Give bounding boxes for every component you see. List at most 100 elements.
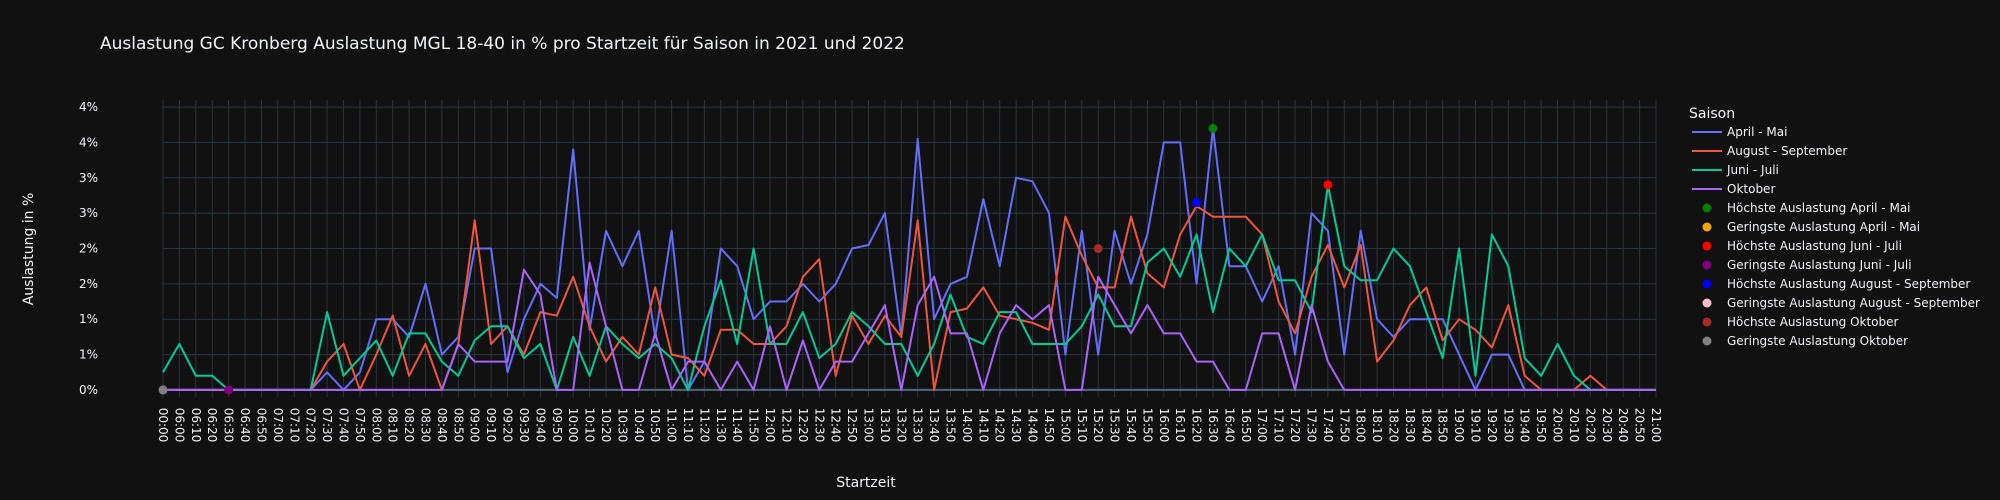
y-tick-label: 4% [79,135,98,149]
legend-item-label: Höchste Auslastung August - September [1727,277,1970,291]
x-tick-label: 10:00 [566,408,580,443]
x-tick-label: 19:30 [1501,408,1515,443]
x-tick-label: 18:30 [1403,408,1417,443]
legend-item-label: Höchste Auslastung April - Mai [1727,201,1911,215]
legend-item-label: Juni - Juli [1726,163,1779,177]
x-tick-label: 15:40 [1124,408,1138,443]
x-tick-label: 06:20 [205,408,219,443]
x-tick-label: 11:10 [681,408,695,443]
x-tick-label: 14:40 [1026,408,1040,443]
series-line-1 [163,205,1656,391]
x-tick-label: 10:10 [583,408,597,443]
x-tick-label: 14:10 [976,408,990,443]
x-tick-label: 17:30 [1304,408,1318,443]
legend-item-label: August - September [1727,144,1847,158]
x-tick-label: 13:30 [911,408,925,443]
x-tick-label: 08:50 [451,408,465,443]
x-tick-label: 07:50 [353,408,367,443]
x-tick-label: 13:50 [944,408,958,443]
x-tick-label: 16:10 [1173,408,1187,443]
legend-item-label: Geringste Auslastung Oktober [1727,334,1908,348]
x-tick-label: 12:00 [763,408,777,443]
x-tick-label: 16:40 [1222,408,1236,443]
x-tick-label: 18:20 [1386,408,1400,443]
x-tick-label: 20:50 [1633,408,1647,443]
marker-point-2 [1323,180,1333,190]
y-tick-label: 0% [79,383,98,397]
x-tick-label: 14:00 [960,408,974,443]
y-axis-title: Auslastung in % [21,193,37,306]
y-tick-label: 3% [79,171,98,185]
legend[interactable]: Saison April - Mai August - September Juni… [1689,106,1980,348]
x-tick-label: 19:20 [1485,408,1499,443]
x-tick-label: 07:00 [271,408,285,443]
x-tick-label: 19:10 [1469,408,1483,443]
x-axis-title: Startzeit [836,475,896,491]
x-tick-label: 12:40 [829,408,843,443]
legend-swatch-marker [1702,203,1712,213]
legend-item-label: Geringste Auslastung Juni - Juli [1727,258,1912,272]
legend-item-label: April - Mai [1727,125,1787,139]
y-tick-label: 1% [79,348,98,362]
x-tick-label: 11:30 [714,408,728,443]
legend-swatch-marker [1702,241,1712,251]
x-tick-label: 18:00 [1354,408,1368,443]
x-tick-label: 09:30 [517,408,531,443]
grid [162,100,1657,397]
x-tick-label: 17:10 [1272,408,1286,443]
x-tick-label: 00:00 [156,408,170,443]
x-tick-label: 09:40 [533,408,547,443]
x-tick-label: 12:30 [812,408,826,443]
x-tick-label: 13:40 [927,408,941,443]
legend-swatch-marker [1702,336,1712,346]
x-tick-label: 08:10 [386,408,400,443]
x-tick-label: 19:00 [1452,408,1466,443]
x-tick-label: 17:40 [1321,408,1335,443]
x-tick-label: 18:40 [1419,408,1433,443]
chart-title: Auslastung GC Kronberg Auslastung MGL 18… [100,34,905,54]
x-tick-label: 08:20 [402,408,416,443]
series-lines [162,127,1656,391]
x-tick-label: 09:00 [468,408,482,443]
x-tick-label: 10:30 [615,408,629,443]
y-tick-label: 2% [79,277,98,291]
marker-point-7 [158,385,168,395]
x-tick-label: 12:50 [845,408,859,443]
x-tick-label: 14:30 [1009,408,1023,443]
x-tick-label: 06:30 [222,408,236,443]
x-tick-label: 09:10 [484,408,498,443]
x-tick-label: 18:10 [1370,408,1384,443]
x-tick-label: 16:00 [1157,408,1171,443]
legend-title: Saison [1689,106,1735,122]
legend-swatch-marker [1702,298,1712,308]
y-tick-label: 1% [79,312,98,326]
x-tick-label: 09:50 [550,408,564,443]
x-tick-label: 12:20 [796,408,810,443]
x-tick-label: 15:20 [1091,408,1105,443]
x-tick-label: 17:20 [1288,408,1302,443]
x-tick-label: 16:20 [1190,408,1204,443]
x-tick-label: 06:00 [172,408,186,443]
x-tick-label: 19:40 [1518,408,1532,443]
marker-point-6 [1093,244,1103,253]
legend-swatch-marker [1702,260,1712,270]
x-tick-label: 20:20 [1583,408,1597,443]
marker-point-3 [224,385,234,395]
x-tick-label: 07:20 [304,408,318,443]
y-tick-label: 2% [79,242,98,256]
x-tick-label: 08:30 [419,408,433,443]
x-tick-label: 06:50 [254,408,268,443]
x-tick-label: 15:30 [1108,408,1122,443]
x-ticks: 00:00 06:00 06:10 06:20 06:30 06:40 06:50 07:00… [156,408,1663,443]
legend-item-label: Höchste Auslastung Juni - Juli [1727,239,1902,253]
series-line-2 [162,183,1656,391]
legend-item-label: Höchste Auslastung Oktober [1727,315,1899,329]
x-tick-label: 13:20 [894,408,908,443]
y-tick-label: 4% [79,100,98,114]
y-ticks: 0% 1% 1% 2% 2% 3% 3% 4% 4% [79,100,98,397]
x-tick-label: 15:50 [1140,408,1154,443]
x-tick-label: 20:40 [1616,408,1630,443]
x-tick-label: 10:20 [599,408,613,443]
marker-point-0 [1208,123,1218,133]
x-tick-label: 11:50 [747,408,761,443]
